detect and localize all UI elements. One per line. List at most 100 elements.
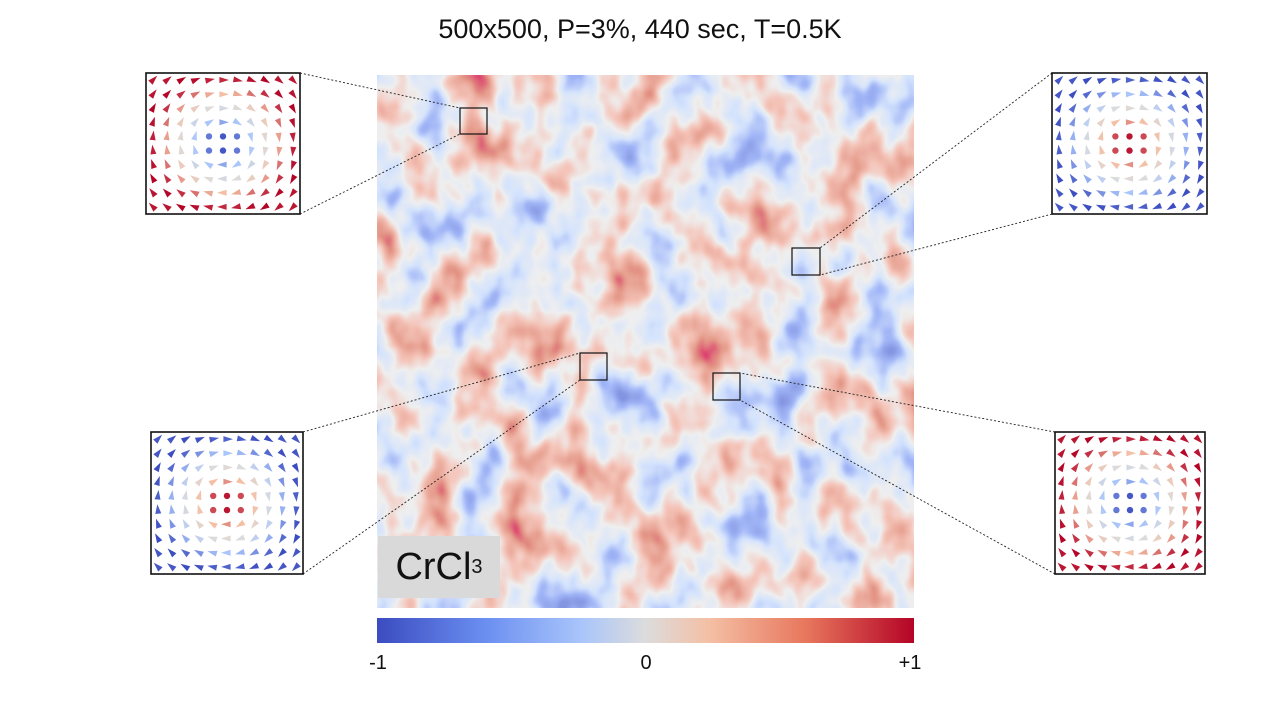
spin-arrow bbox=[153, 448, 162, 458]
inset-border bbox=[1051, 72, 1208, 215]
spin-arrow bbox=[1123, 175, 1134, 182]
spin-core-dot bbox=[1126, 492, 1134, 500]
spin-arrow bbox=[1195, 202, 1205, 212]
spin-arrow bbox=[1096, 190, 1106, 198]
spin-arrow bbox=[1059, 504, 1066, 514]
spin-arrow bbox=[1096, 175, 1106, 184]
spin-arrow bbox=[1125, 119, 1136, 126]
spin-arrow bbox=[1181, 75, 1191, 84]
spin-arrow bbox=[289, 188, 298, 198]
connector-lines bbox=[299, 72, 1056, 575]
material-label-subscript: 3 bbox=[471, 555, 483, 578]
spin-arrow bbox=[1182, 132, 1189, 143]
spin-arrow bbox=[1123, 203, 1134, 210]
spin-arrow bbox=[232, 76, 243, 83]
spin-arrow bbox=[208, 521, 218, 529]
spin-arrow bbox=[217, 203, 227, 210]
spin-arrow bbox=[279, 506, 286, 516]
spin-arrow bbox=[180, 549, 191, 558]
spin-arrow bbox=[180, 436, 191, 444]
spin-arrow bbox=[1193, 462, 1202, 473]
spin-arrow bbox=[1111, 106, 1121, 113]
spin-arrow bbox=[1196, 132, 1203, 143]
spin-arrow bbox=[1057, 159, 1063, 169]
spin-arrow bbox=[1139, 104, 1150, 111]
spin-arrow bbox=[1054, 202, 1064, 212]
spin-arrow bbox=[1111, 92, 1122, 98]
spin-arrow bbox=[275, 132, 282, 143]
spin-arrow bbox=[247, 132, 253, 143]
spin-arrow bbox=[236, 449, 247, 456]
spin-arrow bbox=[1179, 562, 1190, 571]
spin-arrow bbox=[289, 132, 296, 143]
spin-arrow bbox=[1109, 176, 1120, 183]
spin-arrow bbox=[274, 202, 284, 211]
spin-arrow bbox=[1084, 563, 1094, 572]
spin-arrow bbox=[1072, 533, 1080, 544]
inset-border bbox=[1054, 431, 1206, 575]
spin-arrow bbox=[194, 436, 205, 444]
spin-arrow bbox=[1153, 519, 1162, 529]
spin-arrow bbox=[153, 562, 163, 572]
spin-arrow bbox=[223, 436, 233, 443]
spin-arrow bbox=[1124, 563, 1134, 570]
spin-core-dot bbox=[1113, 492, 1120, 500]
inset-bottom-left bbox=[150, 431, 304, 575]
spin-arrow bbox=[191, 160, 200, 170]
spin-arrow bbox=[1084, 449, 1094, 458]
spin-arrow bbox=[195, 519, 204, 529]
spin-arrow bbox=[167, 435, 177, 444]
spin-arrow bbox=[203, 190, 214, 197]
spin-arrow bbox=[1111, 77, 1122, 84]
spin-arrow bbox=[1167, 188, 1177, 197]
spin-arrow bbox=[277, 462, 286, 473]
spin-arrow bbox=[1137, 203, 1148, 210]
spin-arrow bbox=[191, 130, 197, 141]
spin-arrow bbox=[274, 117, 282, 128]
spin-arrow bbox=[1181, 188, 1191, 198]
spin-arrow bbox=[190, 104, 200, 113]
spin-arrow bbox=[231, 203, 242, 210]
spin-arrow bbox=[278, 477, 285, 488]
spin-arrow bbox=[1069, 173, 1078, 184]
spin-arrow bbox=[1084, 463, 1094, 473]
spin-arrow bbox=[1096, 104, 1107, 113]
spin-arrow bbox=[288, 75, 298, 85]
spin-arrow bbox=[1182, 174, 1191, 184]
spin-arrow bbox=[1183, 160, 1190, 171]
spin-arrow bbox=[1166, 434, 1176, 443]
spin-arrow bbox=[162, 103, 171, 113]
spin-arrow bbox=[1181, 491, 1187, 502]
spin-arrow bbox=[1168, 519, 1176, 530]
spin-arrow bbox=[263, 448, 274, 457]
spin-arrow bbox=[223, 450, 233, 457]
spin-arrow bbox=[1096, 91, 1107, 99]
spin-arrow bbox=[178, 144, 185, 155]
spin-arrow bbox=[1124, 549, 1134, 556]
spin-arrow bbox=[245, 202, 256, 210]
spin-arrow bbox=[246, 117, 255, 127]
spin-arrow bbox=[164, 144, 171, 155]
spin-arrow bbox=[260, 89, 270, 98]
spin-arrow bbox=[217, 189, 227, 196]
spin-core-dot bbox=[237, 492, 244, 500]
spin-core-dot bbox=[1126, 147, 1133, 154]
spin-arrow bbox=[232, 104, 243, 111]
spin-arrow bbox=[194, 535, 204, 543]
spin-arrow bbox=[1195, 75, 1205, 85]
spin-arrow bbox=[1180, 462, 1188, 473]
spin-arrow bbox=[1068, 103, 1077, 113]
spin-core-dot bbox=[219, 147, 227, 154]
spin-arrow bbox=[250, 449, 260, 457]
spin-arrow bbox=[292, 477, 298, 488]
spin-arrow bbox=[1139, 463, 1150, 470]
spin-arrow bbox=[153, 462, 161, 473]
spin-core-dot bbox=[223, 492, 231, 500]
spin-arrow bbox=[250, 435, 261, 442]
spin-arrow bbox=[1151, 562, 1162, 570]
spin-arrow bbox=[245, 188, 256, 196]
spin-arrow bbox=[294, 519, 301, 530]
spin-arrow bbox=[154, 547, 163, 558]
spin-arrow bbox=[1168, 506, 1175, 516]
spin-arrow bbox=[291, 434, 301, 444]
